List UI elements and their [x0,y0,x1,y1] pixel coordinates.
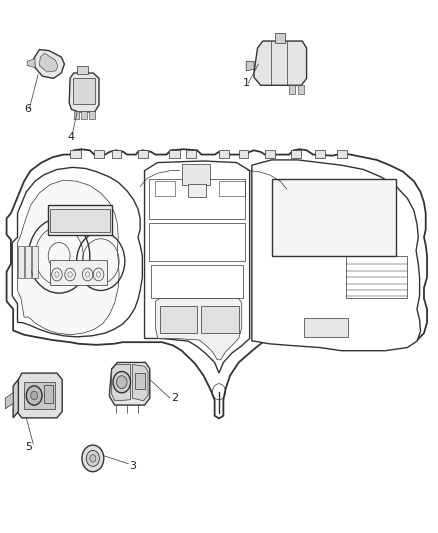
Polygon shape [12,167,142,337]
Bar [160,306,197,333]
Bar [289,85,295,94]
Bar [315,150,325,158]
Bar [275,33,285,43]
Bar [169,150,180,158]
Bar [219,150,229,158]
Text: 3: 3 [129,461,136,471]
Bar [182,164,210,185]
Bar [112,150,121,158]
Bar [155,181,175,196]
Polygon shape [145,161,250,373]
Bar [188,184,206,197]
Polygon shape [110,362,150,405]
Circle shape [117,376,127,389]
Bar [149,179,245,219]
Polygon shape [24,382,55,409]
Bar [48,205,112,235]
Polygon shape [69,73,99,112]
Polygon shape [254,41,307,85]
Text: 4: 4 [68,132,75,142]
Bar [186,150,196,158]
Polygon shape [7,149,427,418]
Polygon shape [5,393,13,409]
Polygon shape [39,53,58,72]
Text: 5: 5 [25,442,32,453]
Bar [89,111,95,119]
Bar [291,150,301,158]
Bar [50,260,107,285]
Bar [138,150,148,158]
Polygon shape [13,379,18,418]
Polygon shape [18,180,119,335]
Circle shape [113,372,131,393]
Circle shape [26,386,42,405]
Polygon shape [27,59,35,68]
Circle shape [82,445,104,472]
Bar [346,256,407,298]
Bar [149,223,245,261]
Bar [73,78,95,104]
Bar [81,111,87,119]
Polygon shape [112,365,131,401]
Bar [77,66,88,74]
Bar [298,85,304,94]
Bar [135,373,145,389]
Polygon shape [246,61,254,71]
Bar [201,306,239,333]
Polygon shape [155,298,242,360]
Text: 2: 2 [171,393,178,403]
Text: 1: 1 [243,78,250,88]
Polygon shape [34,50,64,78]
Bar [70,150,81,158]
Polygon shape [252,160,420,351]
Bar [44,385,53,403]
Circle shape [90,455,96,462]
Bar [18,246,24,278]
Circle shape [86,450,99,466]
Bar [74,111,79,119]
Bar [337,150,347,158]
Bar [151,265,243,298]
Polygon shape [17,373,62,418]
Bar [50,209,110,232]
Circle shape [31,391,38,400]
Bar [272,179,396,256]
Polygon shape [132,365,148,401]
Bar [219,181,245,196]
Bar [265,150,275,158]
Bar [304,318,348,337]
Bar [239,150,248,158]
Bar [25,246,31,278]
Bar [32,246,38,278]
Bar [94,150,104,158]
Text: 6: 6 [24,104,31,114]
